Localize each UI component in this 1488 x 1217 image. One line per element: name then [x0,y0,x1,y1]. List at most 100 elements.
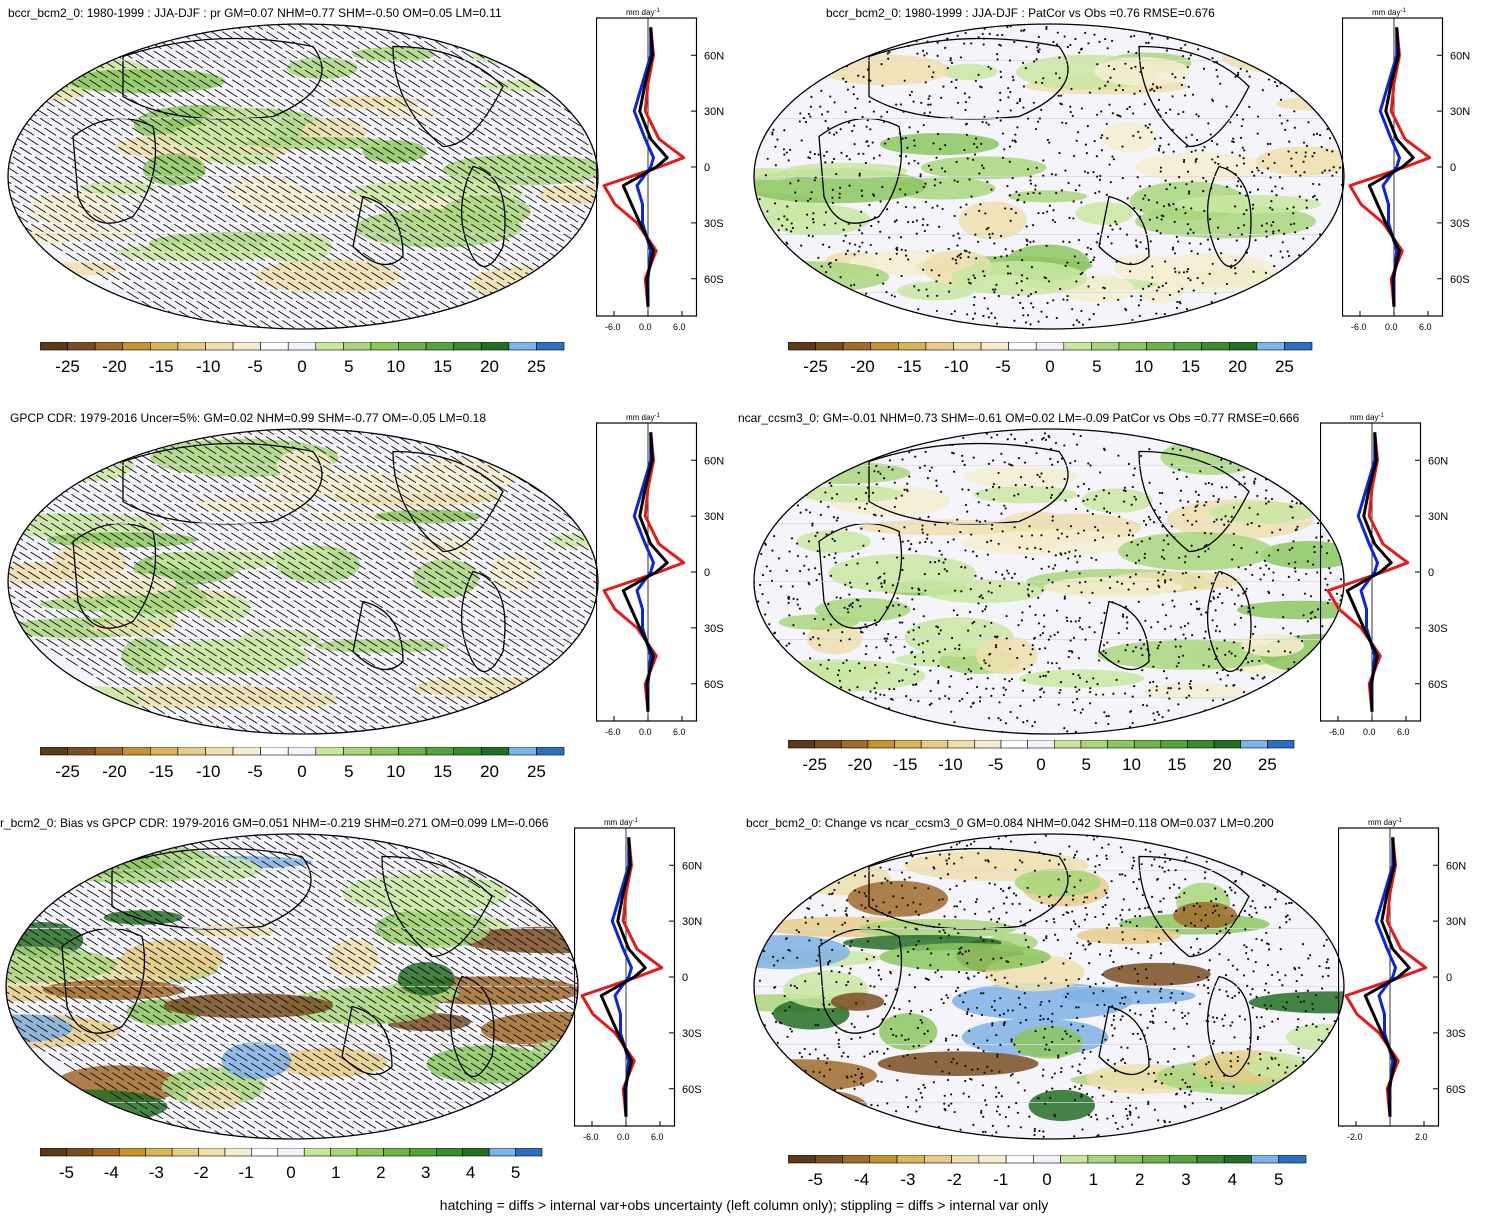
stipple-dot [978,595,981,598]
stipple-dot [1094,721,1097,725]
stipple-dot [1006,265,1009,268]
stipple-dot [834,434,837,437]
stipple-dot [1209,1098,1213,1101]
stipple-dot [985,541,989,544]
stipple-dot [776,104,779,108]
stipple-dot [1273,432,1276,435]
stipple-dot [1188,682,1191,685]
stipple-dot [1157,937,1160,940]
panel-title: bccr_bcm2_0: 1980-1999 : JJA-DJF : PatCo… [826,6,1215,20]
stipple-dot [1149,240,1152,243]
stipple-dot [1107,923,1110,926]
stipple-dot [906,146,909,149]
hatch-line [8,24,278,329]
stipple-dot [951,1034,954,1037]
stipple-dot [881,721,884,724]
stipple-dot [805,853,809,856]
stipple-dot [862,544,865,547]
stipple-dot [1296,995,1300,998]
stipple-dot [825,852,828,855]
stipple-dot [1324,322,1327,325]
stipple-dot [1013,1043,1016,1046]
stipple-dot [1096,683,1099,686]
stipple-dot [840,1055,843,1058]
stipple-dot [920,1021,924,1024]
stipple-dot [1048,1048,1051,1051]
stipple-dot [990,918,993,921]
stipple-dot [1321,1093,1325,1096]
stipple-dot [1235,239,1238,242]
stipple-dot [985,1103,988,1107]
coastline [818,522,903,629]
stipple-dot [1313,1095,1317,1099]
stipple-dot [944,1039,948,1042]
stipple-dot [774,164,777,167]
stipple-dot [958,254,961,257]
stipple-dot [1321,171,1324,174]
stipple-dot [875,681,878,684]
stipple-dot [1159,502,1162,505]
stipple-dot [1273,80,1277,84]
stipple-dot [786,679,789,682]
stipple-dot [973,276,977,280]
stipple-dot [929,168,933,171]
stipple-dot [1162,670,1166,673]
stipple-dot [807,112,810,116]
stipple-dot [1260,224,1264,227]
stipple-dot [859,1036,862,1039]
stipple-dot [838,1045,841,1049]
profile-x-label: -6.0 [605,727,621,737]
stipple-dot [1129,1111,1132,1114]
stipple-dot [1265,564,1268,567]
stipple-dot [814,473,817,476]
stipple-dot [1277,871,1280,874]
stipple-dot [1282,433,1285,437]
stipple-dot [1022,644,1025,647]
stipple-dot [827,961,830,964]
stipple-dot [1028,525,1031,528]
stipple-dot [1018,1050,1021,1053]
stipple-dot [1284,902,1288,905]
stipple-dot [1084,638,1087,641]
stipple-dot [793,482,796,485]
stipple-dot [938,225,941,228]
stipple-dot [1320,913,1323,916]
stipple-dot [1171,431,1174,434]
stipple-dot [855,498,858,501]
stipple-dot [1054,441,1058,445]
stipple-dot [997,837,1000,840]
stipple-dot [1296,40,1299,43]
coastline [1138,855,1250,958]
stipple-dot [805,508,808,511]
lat-label: 30S [704,623,724,635]
stipple-dot [1241,146,1244,149]
stipple-dot [1290,506,1293,509]
stipple-dot [1244,1112,1248,1116]
stipple-dot [999,119,1002,122]
stipple-dot [1192,1054,1195,1057]
stipple-dot [826,667,829,670]
stipple-dot [864,623,867,626]
stipple-dot [1000,512,1003,515]
stipple-dot [919,173,922,176]
stipple-dot [791,226,795,230]
stipple-dot [842,77,845,80]
stipple-dot [1197,555,1200,558]
stipple-dot [1282,627,1285,630]
stipple-dot [878,656,881,659]
stipple-dot [1182,427,1184,429]
stipple-dot [1162,151,1165,154]
stipple-dot [953,721,956,724]
stipple-dot [1122,489,1126,492]
stipple-dot [991,940,994,943]
stipple-dot [936,132,940,136]
stipple-dot [975,898,978,901]
stipple-dot [1197,48,1200,51]
stipple-dot [1010,1038,1013,1041]
stipple-dot [1325,104,1328,107]
stipple-dot [774,145,777,148]
stipple-dot [1034,613,1037,617]
stipple-dot [1187,622,1190,625]
stipple-dot [959,531,962,534]
stipple-dot [1302,438,1305,441]
